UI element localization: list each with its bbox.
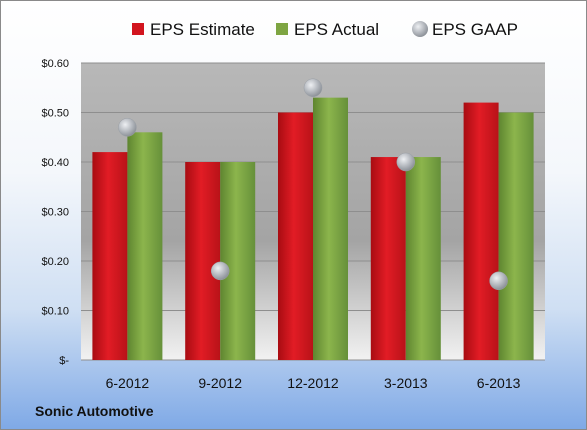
y-tick-label: $0.40 (41, 157, 69, 169)
bar-eps-estimate (92, 152, 128, 360)
bar-eps-actual (313, 97, 348, 361)
bars (92, 97, 534, 361)
bar-eps-actual (127, 132, 163, 360)
legend-label: EPS Actual (294, 20, 379, 39)
x-tick-label: 12-2012 (287, 375, 339, 391)
legend-label: EPS GAAP (432, 20, 518, 39)
bar-eps-actual (498, 112, 534, 360)
point-eps-gaap (396, 152, 416, 172)
y-tick-label: $0.60 (41, 58, 69, 70)
legend-marker-eps-estimate (132, 23, 144, 35)
legend: EPS Estimate EPS Actual EPS GAAP (132, 20, 518, 39)
point-eps-gaap (118, 118, 137, 137)
bar-eps-actual (405, 157, 441, 360)
x-tick-label: 6-2013 (477, 375, 521, 391)
gaap-points (118, 78, 508, 291)
y-tick-label: $0.20 (41, 256, 69, 268)
y-axis-ticks: $- $0.10 $0.20 $0.30 $0.40 $0.50 $0.60 (41, 58, 69, 367)
legend-label: EPS Estimate (150, 20, 255, 39)
bar-eps-estimate (278, 112, 313, 360)
bar-eps-actual (220, 162, 256, 360)
y-tick-label: $0.30 (41, 207, 69, 219)
y-tick-label: $- (59, 355, 69, 367)
x-tick-label: 6-2012 (106, 375, 150, 391)
point-eps-gaap (489, 271, 508, 291)
bar-eps-estimate (370, 157, 406, 360)
bar-eps-estimate (185, 162, 221, 360)
point-eps-gaap (210, 261, 230, 281)
y-tick-label: $0.50 (41, 108, 69, 120)
x-tick-label: 3-2013 (384, 375, 428, 391)
company-name: Sonic Automotive (35, 403, 154, 419)
legend-marker-eps-gaap (412, 21, 428, 37)
y-tick-label: $0.10 (41, 306, 69, 318)
bar-eps-estimate (463, 102, 499, 360)
legend-marker-eps-actual (276, 23, 288, 35)
point-eps-gaap (303, 78, 323, 97)
x-axis-ticks: 6-2012 9-2012 12-2012 3-2013 6-2013 (106, 375, 521, 391)
x-tick-label: 9-2012 (198, 375, 242, 391)
